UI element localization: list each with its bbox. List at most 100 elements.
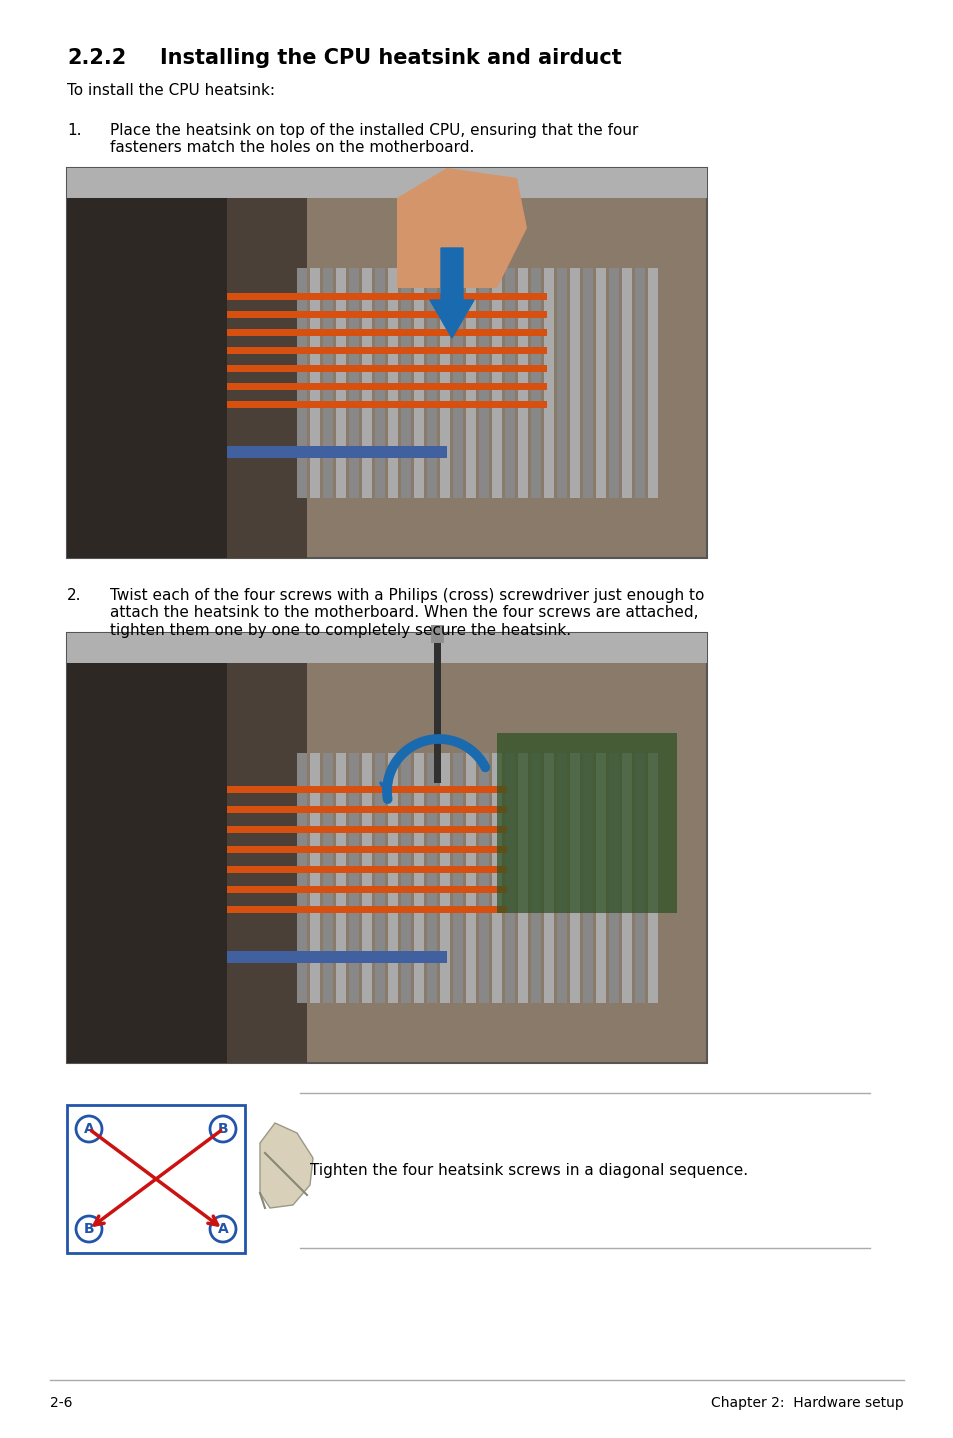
Text: 2-6: 2-6 [50,1396,72,1411]
Bar [400,267,411,498]
Text: 2.: 2. [67,588,81,603]
Bar [492,754,501,1002]
Text: 2.2.2: 2.2.2 [67,47,126,68]
Bar [635,267,644,498]
Bar [296,754,307,1002]
Bar [67,168,227,558]
Bar [361,267,372,498]
Bar [67,633,706,1063]
Bar [227,886,506,893]
Bar [453,754,462,1002]
Bar [227,446,447,457]
Bar [349,267,358,498]
Bar [569,267,579,498]
Bar [478,754,489,1002]
Circle shape [210,1116,235,1142]
Circle shape [210,1217,235,1242]
Text: To install the CPU heatsink:: To install the CPU heatsink: [67,83,274,98]
Bar [67,633,706,663]
Polygon shape [260,1123,313,1208]
Bar [427,267,436,498]
Text: Chapter 2:  Hardware setup: Chapter 2: Hardware setup [711,1396,903,1411]
Bar [531,754,540,1002]
Bar [227,846,506,853]
Bar [388,267,397,498]
Bar [582,267,593,498]
Bar [635,754,644,1002]
Bar [504,754,515,1002]
Bar [227,633,307,1063]
Bar [349,754,358,1002]
Bar [414,754,423,1002]
Bar [647,754,658,1002]
Bar [431,626,443,643]
Bar [434,633,440,784]
Text: B: B [84,1222,94,1237]
Bar [608,267,618,498]
Bar [465,754,476,1002]
Text: Installing the CPU heatsink and airduct: Installing the CPU heatsink and airduct [160,47,621,68]
Bar [647,267,658,498]
Polygon shape [396,168,526,288]
Text: Tighten the four heatsink screws in a diagonal sequence.: Tighten the four heatsink screws in a di… [310,1163,747,1178]
Bar [227,383,546,390]
Bar [67,633,227,1063]
Bar [227,807,506,812]
Text: Place the heatsink on top of the installed CPU, ensuring that the four
fasteners: Place the heatsink on top of the install… [110,124,638,155]
Bar [227,293,546,301]
Bar [531,267,540,498]
Text: Twist each of the four screws with a Philips (cross) screwdriver just enough to
: Twist each of the four screws with a Phi… [110,588,703,638]
Bar [323,267,333,498]
Text: A: A [217,1222,228,1237]
Bar [543,754,554,1002]
Bar [227,906,506,913]
Bar [557,267,566,498]
Bar [582,754,593,1002]
Bar [67,168,706,198]
Bar [569,754,579,1002]
Bar [227,951,447,963]
Bar [227,329,546,336]
Circle shape [76,1217,102,1242]
Bar [227,787,506,792]
Bar [517,267,527,498]
Bar [621,754,631,1002]
Bar [478,267,489,498]
Bar [310,754,319,1002]
Bar [310,267,319,498]
Bar [227,311,546,318]
Bar [439,754,450,1002]
Text: B: B [217,1122,228,1136]
Bar [596,754,605,1002]
Circle shape [76,1116,102,1142]
Bar [227,825,506,833]
Bar [453,267,462,498]
Bar [335,267,346,498]
Bar [504,267,515,498]
Bar [543,267,554,498]
Bar [335,754,346,1002]
Text: A: A [84,1122,94,1136]
Bar [400,754,411,1002]
Bar [361,754,372,1002]
Bar [296,267,307,498]
Bar [492,267,501,498]
Bar [621,267,631,498]
Bar [608,754,618,1002]
Bar [439,267,450,498]
Bar [227,347,546,354]
Bar [414,267,423,498]
Text: 1.: 1. [67,124,81,138]
Bar [67,1104,245,1252]
FancyArrow shape [430,247,474,338]
Bar [227,168,307,558]
Bar [227,866,506,873]
Bar [557,754,566,1002]
Bar [427,754,436,1002]
Bar [227,401,546,408]
Bar [375,754,385,1002]
Bar [227,365,546,372]
Bar [465,267,476,498]
Bar [497,733,677,913]
Bar [375,267,385,498]
